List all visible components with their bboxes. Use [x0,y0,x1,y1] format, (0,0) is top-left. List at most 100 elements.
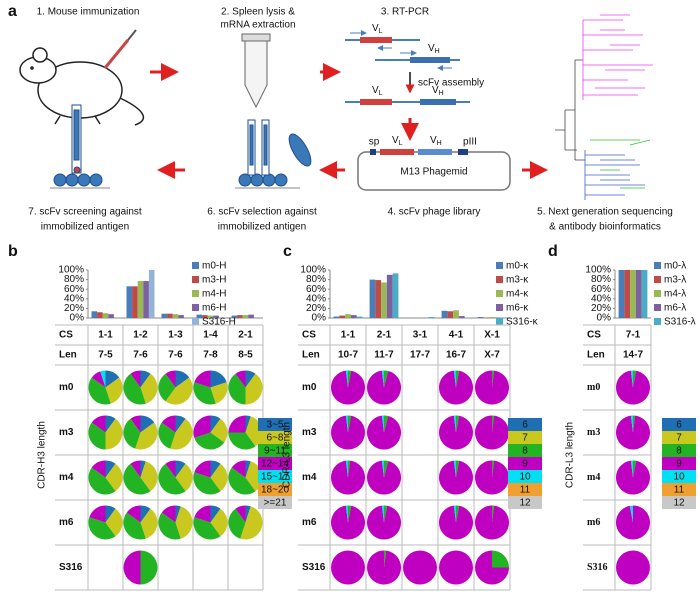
pie-slice [231,460,246,478]
gene-sub: H [435,48,440,55]
pie-slice [194,370,211,388]
pie-legend-label: 15~17 [261,472,290,483]
legend-label: S316-κ [506,317,539,328]
y-tick-label: 80% [591,274,611,285]
pie-slice [456,460,460,478]
pie-slice [345,415,348,433]
legend-label: m6-H [202,303,226,314]
pie-slice [158,373,176,402]
pie-slice [475,460,510,495]
pie-slice [384,505,388,523]
len-label: 10-7 [338,350,358,361]
pie-legend-label: 8 [676,446,682,457]
pie-slice [165,370,176,388]
pie-slice [175,505,181,523]
pie-slice [100,370,106,388]
len-label: 17-7 [410,350,430,361]
pie-slice [130,415,141,433]
pie-slice [245,373,263,405]
pie-slice [194,432,225,450]
pie-slice [105,460,116,478]
y-tick-label: 0% [70,313,85,324]
y-tick-label: 60% [306,284,326,295]
step-label: 7. scFv screening against [28,207,142,218]
pie-slice [210,418,228,443]
gene-label: VH [430,135,442,147]
gene-sub: L [379,90,383,97]
pie-slice [175,415,186,433]
pie-slice [439,460,474,495]
pie-slice [228,432,256,450]
pie-legend-swatch [508,457,542,470]
pie-slice [135,422,158,450]
pie-slice [210,415,221,433]
bar [618,270,625,318]
cs-label: 2-1 [377,330,392,341]
pie-slice [630,460,633,478]
pie-slice [140,370,151,388]
pie-slice [348,370,352,388]
cs-label: 1-1 [98,330,113,341]
pie-slice [210,460,221,478]
pie-legend-label: 11 [520,485,531,496]
pie-slice [384,460,389,478]
step-label: 2. Spleen lysis & [221,7,295,18]
pie-slice [456,370,460,388]
legend-swatch [654,304,661,311]
pie-slice [492,370,495,388]
cs-label: 2-1 [238,330,253,341]
bar [248,314,254,318]
legend-label: m0-H [202,261,226,272]
pie-slice [345,370,348,388]
row-label: m6 [59,517,74,528]
bar [369,279,376,318]
legend-swatch [496,276,503,283]
y-tick-label: 80% [306,274,326,285]
len-label: 14-7 [623,350,643,361]
pie-slice [384,415,389,433]
pie-slice [210,370,227,388]
legend-label: S316-λ [664,317,696,328]
y-tick-label: 0% [597,313,612,324]
step-label: immobilized antigen [218,222,306,233]
y-tick-label: 20% [64,303,84,314]
bar [167,313,173,318]
y-tick-label: 60% [591,284,611,295]
pie-legend-label: 18~20 [261,485,290,496]
pie-slice [140,415,155,433]
pie-legend-swatch [258,444,292,457]
cs-label: 1-4 [203,330,218,341]
pie-slice [616,550,650,585]
pie-slice [492,550,509,568]
legend-label: m4-κ [506,289,529,300]
pie-legend-label: 12~14 [261,459,290,470]
y-tick-label: 60% [64,284,84,295]
pie-legend-label: >=21 [264,498,287,509]
pie-legend-label: 9 [676,459,682,470]
cs-label: 4-1 [449,330,464,341]
pie-slice [453,460,456,478]
len-label: 7-8 [203,350,218,361]
pie-slice [123,418,141,449]
gene-sub: L [399,140,403,147]
pie-legend-label: 3~5 [267,420,284,431]
bar [202,315,208,318]
row-label: m4 [587,472,600,483]
pie-slice [89,505,106,523]
pie-slice [633,370,637,388]
pie-slice [633,415,636,433]
bar [237,315,243,318]
legend-label: m4-λ [664,289,686,300]
panel-label: c [283,243,292,260]
row-label: m0 [59,382,74,393]
pie-legend-swatch [258,418,292,431]
pie-slice [367,550,402,585]
bar [126,286,133,318]
pie-slice [367,505,402,540]
pie-legend-swatch [662,418,696,431]
panel-label: d [548,243,558,260]
pie-legend-label: 10 [673,472,685,483]
row-label: S316 [302,562,326,573]
pie-slice [367,370,402,405]
cs-label: X-1 [484,330,500,341]
